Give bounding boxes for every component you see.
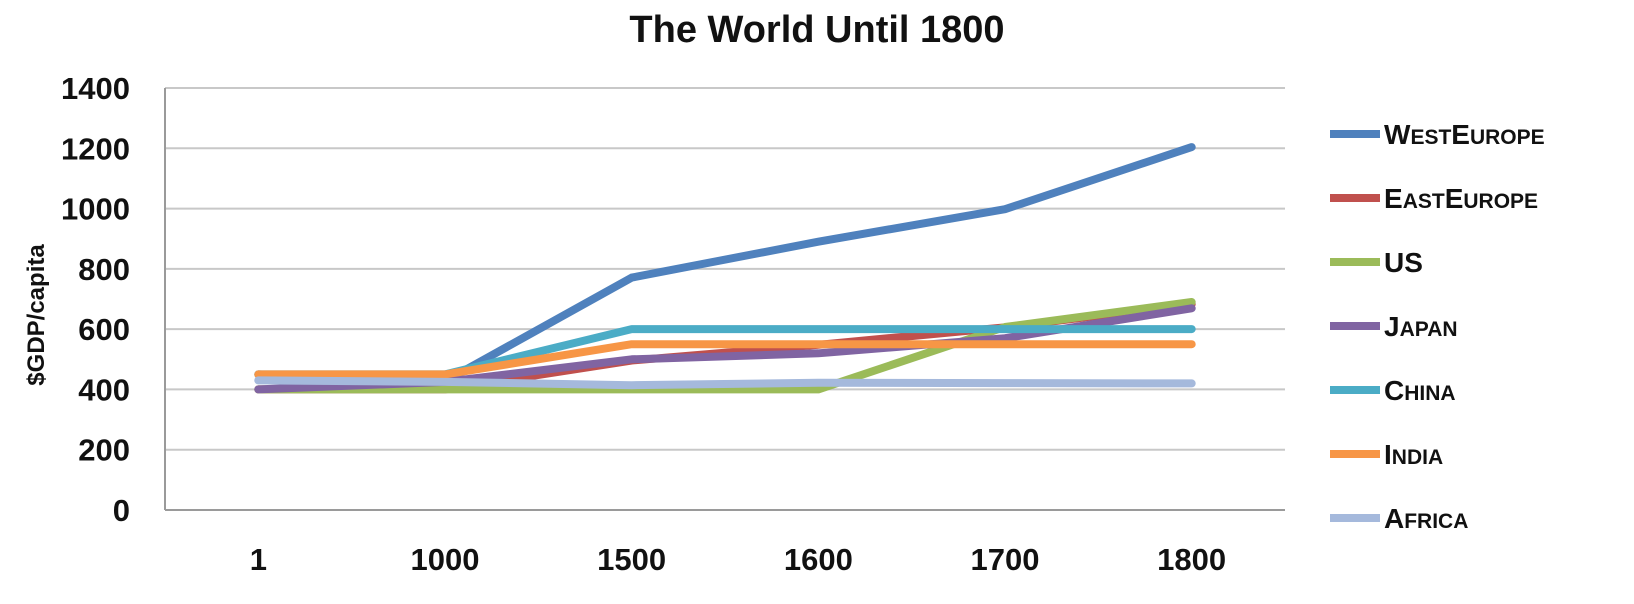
legend-item: WESTEUROPE [1330, 119, 1545, 150]
legend-label-part: I [1384, 439, 1392, 470]
gridlines [165, 87, 1285, 451]
legend-label: AFRICA [1384, 503, 1468, 534]
legend-item: AFRICA [1330, 503, 1468, 534]
legend-label-part: A [1384, 503, 1404, 534]
legend-label-part: US [1384, 247, 1423, 278]
y-tick-label: 200 [78, 433, 130, 468]
legend: WESTEUROPEEASTEUROPEUSJAPANCHINAINDIAAFR… [1330, 119, 1545, 534]
legend-label-part: EST [1410, 126, 1451, 149]
legend-label-part: AST [1403, 190, 1445, 213]
legend-label-part: C [1384, 375, 1404, 406]
legend-label-part: W [1384, 119, 1411, 150]
y-tick-label: 1000 [61, 192, 130, 227]
legend-label: US [1384, 247, 1423, 278]
legend-label-part: NDIA [1392, 446, 1443, 469]
legend-item: INDIA [1330, 439, 1443, 470]
x-tick-label: 1800 [1157, 542, 1226, 577]
x-tick-label: 1600 [784, 542, 853, 577]
x-axis-ticks: 1 1000 1500 1600 1700 1800 [250, 542, 1226, 577]
legend-item: US [1330, 247, 1423, 278]
y-axis-label: $GDP/capita [23, 244, 50, 386]
legend-label: CHINA [1384, 375, 1456, 406]
axes [164, 88, 1285, 511]
x-tick-label: 1500 [597, 542, 666, 577]
y-axis-ticks: 0 200 400 600 800 1000 1200 1400 [61, 71, 130, 528]
legend-item: JAPAN [1330, 311, 1458, 342]
legend-label-part: UROPE [1470, 126, 1545, 149]
legend-label-part: HINA [1404, 382, 1455, 405]
legend-label-part: E [1384, 183, 1403, 214]
series-line-africa [254, 376, 1196, 390]
legend-label-part: J [1384, 311, 1400, 342]
legend-item: EASTEUROPE [1330, 183, 1538, 214]
series-line-us [254, 298, 1196, 394]
legend-label-part: UROPE [1463, 190, 1538, 213]
x-tick-label: 1700 [971, 542, 1040, 577]
y-tick-label: 0 [113, 493, 130, 528]
legend-label: INDIA [1384, 439, 1443, 470]
legend-label-part: E [1451, 119, 1470, 150]
legend-label-part: E [1445, 183, 1464, 214]
y-tick-label: 400 [78, 372, 130, 407]
y-tick-label: 600 [78, 312, 130, 347]
y-tick-label: 1200 [61, 131, 130, 166]
series-lines [254, 143, 1196, 394]
legend-label: EASTEUROPE [1384, 183, 1538, 214]
series-line-india [254, 340, 1196, 379]
x-tick-label: 1000 [411, 542, 480, 577]
legend-label-part: FRICA [1404, 510, 1468, 533]
legend-label-part: APAN [1400, 318, 1458, 341]
legend-label: JAPAN [1384, 311, 1458, 342]
x-tick-label: 1 [250, 542, 267, 577]
chart-title: The World Until 1800 [629, 9, 1004, 51]
legend-item: CHINA [1330, 375, 1456, 406]
y-tick-label: 800 [78, 252, 130, 287]
legend-label: WESTEUROPE [1384, 119, 1545, 150]
y-tick-label: 1400 [61, 71, 130, 106]
